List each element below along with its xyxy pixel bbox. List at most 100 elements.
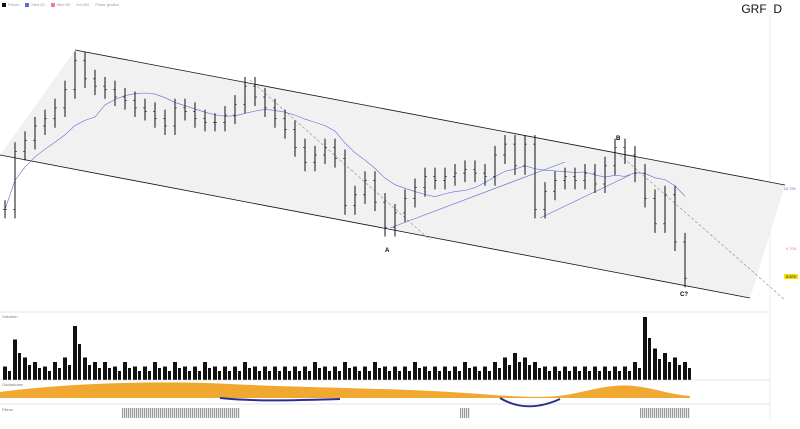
volume-bar [238,371,241,380]
filter-marker [670,408,672,418]
legend-item[interactable]: Med 20 [25,2,45,7]
filter-marker [128,408,130,418]
volume-bar [293,366,297,380]
volume-bar [568,371,571,380]
volume-bar [128,368,131,380]
volume-bar [403,366,407,380]
filter-marker [212,408,214,418]
volume-bar [53,362,57,380]
volume-bar [338,371,341,380]
volume-bar [313,362,317,380]
volume-bar [303,366,307,380]
legend-item[interactable]: Med 50 [50,2,70,7]
volume-bar [78,344,81,380]
volume-bar [343,362,347,380]
filter-marker [132,408,134,418]
volume-bar [448,371,451,380]
volume-bar [588,371,591,380]
filter-marker [640,408,642,418]
filter-marker [162,408,164,418]
volume-bar [603,366,607,380]
annotation-a: A [385,248,390,254]
volume-bar [428,371,431,380]
volume-bar [113,366,117,380]
volume-bar [468,368,471,380]
filter-marker [216,408,218,418]
filter-marker [210,408,212,418]
filter-marker [198,408,200,418]
volume-panel-label: Volumen [2,314,18,319]
volume-bar [63,357,67,380]
trend-dashed-line[interactable] [249,79,431,241]
annotation-c: C? [680,292,688,298]
filter-marker [152,408,154,418]
trend-line[interactable] [539,174,631,219]
volume-bar [543,366,547,380]
legend-item[interactable]: Vol 200 [76,2,90,7]
filter-marker [154,408,156,418]
volume-bar [228,371,231,380]
filter-marker [214,408,216,418]
volume-bar [233,366,237,380]
volume-bar [373,362,377,380]
filter-marker [658,408,660,418]
volume-bar [203,362,207,380]
volume-bar [553,366,557,380]
legend-item[interactable]: Precio [2,2,19,7]
filter-marker [228,408,230,418]
legend-item[interactable]: Pintar grafico [95,2,119,7]
volume-bar [638,368,641,380]
channel-fill [0,50,785,298]
volume-bar [498,368,501,380]
volume-bar [333,366,337,380]
volume-bar [363,366,367,380]
volume-bar [473,366,477,380]
volume-bar [198,371,201,380]
trend-dashed-line[interactable] [619,154,786,301]
filter-marker [224,408,226,418]
volume-bar [643,317,647,380]
volume-bar [173,362,177,380]
volume-bar [168,371,171,380]
volume-bar [208,368,211,380]
volume-bar [298,371,301,380]
volume-bar [633,362,637,380]
volume-bar [28,365,31,380]
volume-bar [533,362,537,380]
channel-lower-line[interactable] [0,154,751,299]
volume-bar [453,366,457,380]
channel-upper-line[interactable] [74,49,786,186]
volume-bar [678,365,681,380]
trend-line[interactable] [389,161,566,229]
volume-bar [548,371,551,380]
volume-bar [278,371,281,380]
filter-marker [460,408,462,418]
volume-bar [383,366,387,380]
volume-bar [418,368,421,380]
filter-marker [220,408,222,418]
filter-marker [222,408,224,418]
volume-bar [478,371,481,380]
filter-marker [462,408,464,418]
volume-bar [573,366,577,380]
filter-marker [176,408,178,418]
filter-marker [172,408,174,418]
volume-bar [593,366,597,380]
volume-bar [118,371,121,380]
filter-marker [226,408,228,418]
filter-marker [200,408,202,418]
volume-bar [248,368,251,380]
filter-marker [124,408,126,418]
filter-marker [192,408,194,418]
volume-bar [628,371,631,380]
filter-marker [156,408,158,418]
filter-marker [144,408,146,418]
volume-bar [688,368,691,380]
volume-bar [188,371,191,380]
filter-marker [652,408,654,418]
filter-marker [686,408,688,418]
filter-marker [464,408,466,418]
volume-bar [33,362,37,380]
volume-bar [48,371,51,380]
